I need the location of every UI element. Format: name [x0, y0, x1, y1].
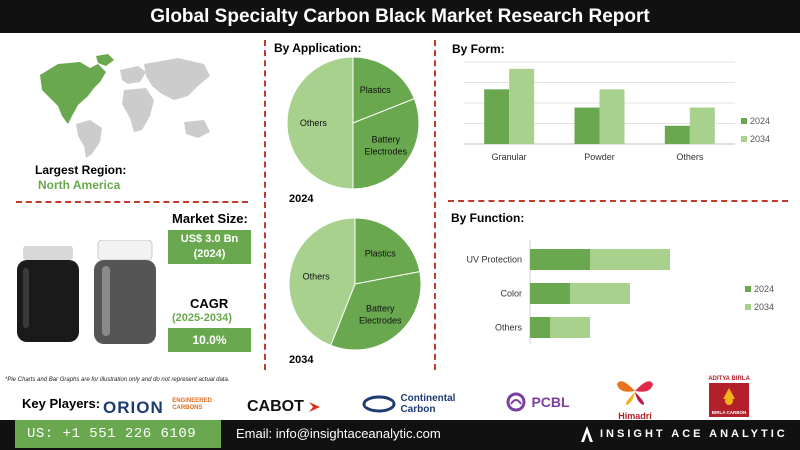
continental-text1: Continental [400, 393, 456, 404]
y-tick-label: UV Protection [466, 255, 522, 265]
aditya-birla-emblem-icon: BIRLA CARBON [709, 383, 749, 417]
market-size-year: (2024) [193, 248, 226, 260]
bar-granular-2024 [484, 89, 510, 144]
section-form-title: By Form: [452, 42, 505, 56]
bar-uv-protection-2024 [530, 249, 590, 270]
pcbl-emblem-icon [506, 392, 526, 412]
bar-others-2024 [530, 317, 550, 338]
phone-number[interactable]: US: +1 551 226 6109 [15, 420, 221, 448]
world-map [28, 50, 218, 160]
bar-powder-2024 [574, 107, 600, 144]
pie-label-others: Others [300, 118, 328, 128]
orion-logo-text: ORION [103, 398, 164, 417]
largest-region-value: North America [38, 178, 121, 192]
cabot-logo: CABOT [247, 398, 322, 416]
pie-slice-others [288, 217, 356, 347]
himadri-logo: Himadri [612, 376, 658, 421]
himadri-butterfly-icon [617, 381, 653, 405]
pcbl-text: PCBL [531, 394, 570, 410]
cagr-years: (2025-2034) [172, 312, 232, 324]
x-tick-label: Powder [584, 152, 615, 162]
bar-granular-2034 [509, 68, 535, 144]
bar-chart-by-form: Granular Powder Others 2024 2034 [464, 61, 770, 162]
pie-label-plastics: Plastics [365, 248, 397, 258]
bar-color-2034 [570, 283, 630, 304]
legend-swatch-2034 [741, 136, 747, 142]
cagr-label: CAGR [190, 296, 229, 311]
x-tick-label: Others [676, 152, 704, 162]
bar-color-2024 [530, 283, 570, 304]
legend-label-2024: 2024 [750, 116, 770, 126]
pie-chart-2034: Plastics Battery Electrodes Others [288, 217, 422, 351]
legend-swatch-2024 [741, 118, 747, 124]
legend-swatch-2034 [745, 304, 751, 310]
section-function-title: By Function: [451, 211, 525, 225]
brand-name: INSIGHT ACE ANALYTIC [580, 420, 788, 448]
bar-others-2034 [689, 107, 715, 144]
divider-left-horizontal [16, 201, 248, 203]
pie-slice-battery-electrodes [330, 271, 422, 351]
divider-right-horizontal [448, 200, 788, 202]
continental-swoosh-icon [362, 395, 396, 413]
key-players-label: Key Players: [22, 396, 101, 411]
pie-label-others: Others [303, 272, 331, 282]
pie-year-2024: 2024 [289, 193, 314, 205]
cabot-logo-text: CABOT [247, 398, 304, 415]
divider-left [264, 40, 266, 370]
y-tick-label: Color [500, 289, 522, 299]
pie-label-battery-electrodes: Battery Electrodes [364, 134, 407, 156]
page-title: Global Specialty Carbon Black Market Res… [150, 5, 650, 27]
title-bar: Global Specialty Carbon Black Market Res… [0, 0, 800, 33]
orion-logo-sub2: CARBONS [172, 405, 203, 411]
email-contact[interactable]: Email: info@insightaceanalytic.com [236, 426, 441, 441]
divider-right [434, 40, 436, 370]
himadri-text: Himadri [618, 411, 652, 421]
pie-label-battery-electrodes: Battery Electrodes [359, 304, 402, 326]
birla-carbon-text: BIRLA CARBON [711, 410, 747, 415]
orion-logo: ORION ENGINEERED CARBONS [103, 398, 212, 418]
pie-slice-plastics [354, 217, 421, 285]
x-tick-label: Granular [492, 152, 527, 162]
pie-label-plastics: Plastics [360, 85, 392, 95]
legend-label-2024: 2024 [754, 284, 774, 294]
brand-text: INSIGHT ACE ANALYTIC [600, 428, 788, 440]
market-size-label: Market Size: [172, 211, 248, 226]
section-application-title: By Application: [274, 41, 362, 55]
cagr-value: 10.0% [168, 328, 251, 352]
bar-uv-protection-2034 [590, 249, 670, 270]
pcbl-logo: PCBL [505, 392, 570, 412]
bar-others-2034 [550, 317, 590, 338]
orion-logo-sub1: ENGINEERED [172, 398, 212, 404]
footnote: *Pie Charts and Bar Graphs are for illus… [5, 377, 230, 383]
y-tick-label: Others [495, 323, 523, 333]
pie-slice-plastics [352, 56, 416, 124]
cabot-arrow-icon [309, 401, 321, 412]
bar-chart-by-function: UV Protection Color Others 2024 2034 [466, 240, 774, 344]
bar-powder-2034 [599, 89, 625, 144]
bar-others-2024 [664, 125, 690, 144]
insight-ace-logo-icon [581, 426, 593, 443]
continental-text2: Carbon [400, 404, 436, 415]
market-size-value: US$ 3.0 Bn [180, 233, 239, 245]
jar-black [15, 246, 80, 351]
pie-slice-battery-electrodes [352, 98, 420, 190]
market-size-box: US$ 3.0 Bn (2024) [168, 230, 251, 264]
north-america-shape [40, 62, 106, 124]
pie-chart-2024: Plastics Battery Electrodes Others [286, 56, 420, 190]
pie-year-2034: 2034 [289, 354, 314, 366]
aditya-birla-text: ADITYA BIRLA [708, 376, 750, 382]
continental-carbon-logo: Continental Carbon [362, 393, 455, 415]
legend-swatch-2024 [745, 286, 751, 292]
jar-gray [92, 239, 157, 351]
legend-label-2034: 2034 [754, 302, 774, 312]
aditya-birla-logo: ADITYA BIRLA BIRLA CARBON [706, 376, 752, 417]
largest-region-label: Largest Region: [35, 163, 127, 177]
pie-slice-others [286, 56, 354, 190]
legend-label-2034: 2034 [750, 134, 770, 144]
